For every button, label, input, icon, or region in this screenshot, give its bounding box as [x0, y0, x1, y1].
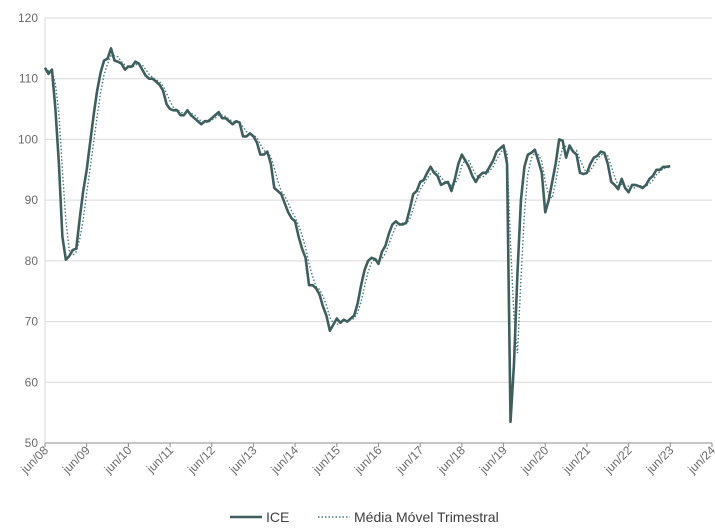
y-tick-label: 60	[25, 375, 39, 389]
y-tick-label: 120	[18, 11, 38, 25]
grid-lines	[44, 17, 712, 444]
legend: ICE Média Móvel Trimestral	[230, 509, 499, 525]
legend-label-media-movel-trimestral: Média Móvel Trimestral	[354, 509, 499, 525]
x-tick-label: jun/20	[518, 443, 552, 477]
x-tick-label: jun/12	[184, 443, 218, 477]
y-tick-label: 110	[19, 72, 38, 86]
y-axis-tick-labels: 50 60 70 80 90 100 110 120	[18, 11, 38, 450]
x-tick-label: jun/22	[601, 443, 635, 477]
x-axis-tick-labels: jun/08 jun/09 jun/10 jun/11 jun/12 jun/13 jun/…	[17, 443, 715, 477]
y-tick-label: 50	[25, 436, 39, 450]
x-tick-label: jun/19	[476, 443, 510, 477]
series-line-media-movel-trimestral	[44, 54, 671, 354]
x-tick-label: jun/24	[684, 443, 715, 477]
x-tick-label: jun/11	[143, 443, 176, 476]
x-tick-label: jun/23	[643, 443, 677, 477]
x-tick-label: jun/21	[559, 443, 593, 477]
x-tick-label: jun/10	[101, 443, 135, 477]
y-tick-label: 100	[18, 132, 38, 146]
series-line-ice	[43, 47, 671, 424]
y-tick-label: 70	[25, 315, 39, 329]
x-tick-label: jun/17	[393, 443, 427, 477]
x-tick-label: jun/14	[268, 443, 302, 477]
y-tick-label: 80	[25, 254, 39, 268]
x-tick-label: jun/13	[226, 443, 260, 477]
x-tick-label: jun/16	[351, 443, 385, 477]
x-tick-label: jun/09	[59, 443, 93, 477]
legend-label-ice: ICE	[266, 509, 289, 525]
x-tick-label: jun/15	[309, 443, 343, 477]
y-tick-label: 90	[25, 193, 39, 207]
x-tick-label: jun/18	[434, 443, 468, 477]
